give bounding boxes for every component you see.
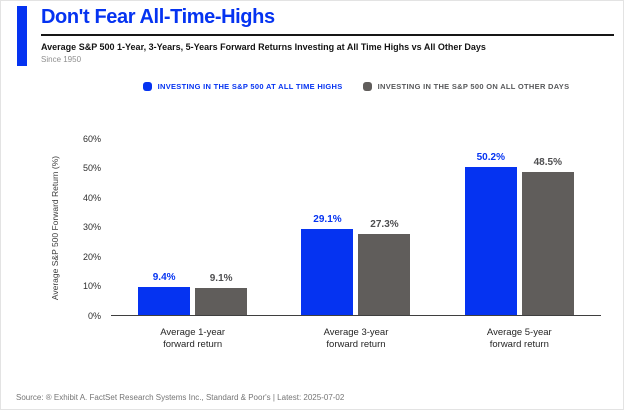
bar-group: 9.4% 9.1% Average 1-year forward return — [138, 138, 248, 350]
value-label: 48.5% — [533, 156, 562, 168]
bar-group: 29.1% 27.3% Average 3-year forward return — [301, 138, 411, 350]
y-tick-label: 0% — [87, 310, 101, 321]
bar-wrap: 50.2% — [464, 138, 517, 315]
chart-title: Don't Fear All-Time-Highs — [41, 6, 275, 28]
bar-wrap: 48.5% — [521, 138, 574, 315]
bar — [358, 234, 411, 315]
category-label: Average 3-year forward return — [323, 327, 389, 351]
category-label: Average 1-year forward return — [160, 327, 226, 351]
legend-item-all-time-highs: INVESTING IN THE S&P 500 AT ALL TIME HIG… — [142, 82, 343, 91]
value-label: 9.4% — [152, 272, 176, 284]
y-tick-label: 30% — [82, 222, 101, 232]
bar — [301, 229, 354, 315]
legend-label: INVESTING IN THE S&P 500 ON ALL OTHER DA… — [377, 82, 570, 91]
y-tick-label: 40% — [82, 192, 101, 203]
bar — [521, 171, 574, 315]
plot-area: 9.4% 9.1% Average 1-year forward return 29.1… — [83, 134, 601, 350]
y-tick-label: 10% — [82, 281, 101, 291]
legend-item-all-other-days: INVESTING IN THE S&P 500 ON ALL OTHER DA… — [362, 82, 570, 91]
title-accent-bar — [17, 6, 27, 66]
bar — [138, 287, 191, 315]
bar-groups: 9.4% 9.1% Average 1-year forward return 29.1… — [111, 138, 601, 350]
bar-wrap: 29.1% — [301, 138, 354, 315]
legend-swatch-blue-icon — [142, 82, 152, 91]
source-note: Source: ® Exhibit A. FactSet Research Sy… — [16, 393, 345, 402]
legend-label: INVESTING IN THE S&P 500 AT ALL TIME HIG… — [157, 82, 343, 91]
legend-swatch-gray-icon — [362, 82, 372, 91]
bar-wrap: 9.4% — [138, 138, 191, 315]
bar — [195, 288, 248, 315]
title-divider — [41, 34, 614, 36]
category-label: Average 5-year forward return — [486, 327, 552, 351]
chart-subtitle: Average S&P 500 1-Year, 3-Years, 5-Years… — [41, 42, 486, 52]
y-axis-title: Average S&P 500 Forward Return (%) — [50, 155, 60, 301]
value-label: 27.3% — [370, 219, 399, 231]
bar-wrap: 9.1% — [195, 138, 248, 315]
bar-wrap: 27.3% — [358, 138, 411, 315]
value-label: 29.1% — [313, 214, 342, 226]
chart-period: Since 1950 — [41, 55, 82, 64]
y-tick-label: 20% — [82, 251, 101, 262]
value-label: 50.2% — [476, 151, 505, 163]
legend: INVESTING IN THE S&P 500 AT ALL TIME HIG… — [111, 82, 601, 91]
bar-group: 50.2% 48.5% Average 5-year forward return — [464, 138, 574, 350]
y-tick-label: 50% — [82, 163, 101, 173]
bar — [464, 166, 517, 315]
value-label: 9.1% — [209, 273, 233, 285]
y-tick-label: 60% — [82, 133, 101, 144]
